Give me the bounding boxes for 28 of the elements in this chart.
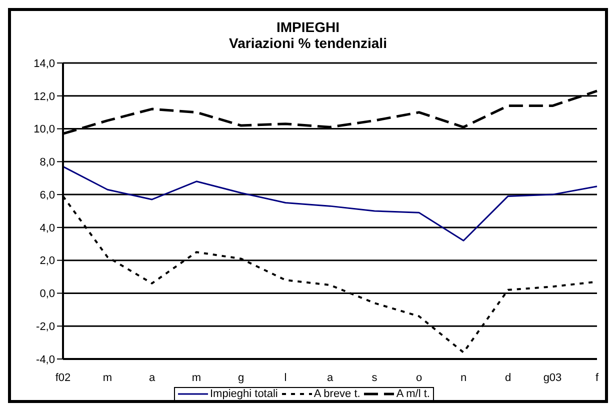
y-tick-label: 10,0 [34, 124, 55, 136]
y-tick-label: 12,0 [34, 90, 55, 103]
x-tick-label: a [326, 372, 334, 384]
y-tick-label: -4,0 [36, 354, 55, 366]
legend-label: A m/l t. [396, 388, 430, 400]
x-tick-label: l [284, 372, 287, 384]
legend-label: A breve t. [314, 388, 360, 400]
y-tick-label: 6,0 [40, 189, 55, 202]
y-tick-label: 0,0 [40, 288, 55, 300]
y-tick-label: -2,0 [36, 321, 55, 334]
y-tick-label: 14,0 [34, 58, 55, 70]
x-tick-label: a [148, 372, 156, 384]
x-tick-label: d [504, 372, 512, 384]
x-tick-label: f [595, 372, 600, 384]
x-tick-label: m [192, 372, 202, 384]
x-tick-label: g [238, 372, 244, 384]
x-tick-label: n [460, 372, 467, 384]
y-tick-label: 8,0 [40, 156, 55, 169]
y-tick-label: 2,0 [40, 255, 55, 268]
x-tick-label: m [102, 372, 112, 384]
x-tick-label: f02 [55, 372, 71, 384]
chart-title: IMPIEGHI [275, 19, 340, 35]
x-tick-label: g03 [543, 372, 562, 384]
x-tick-label: s [372, 372, 378, 384]
chart-subtitle: Variazioni % tendenziali [228, 35, 388, 51]
legend-label: Impieghi totali [210, 388, 278, 400]
y-tick-label: 4,0 [40, 222, 55, 234]
x-tick-label: o [416, 372, 422, 384]
